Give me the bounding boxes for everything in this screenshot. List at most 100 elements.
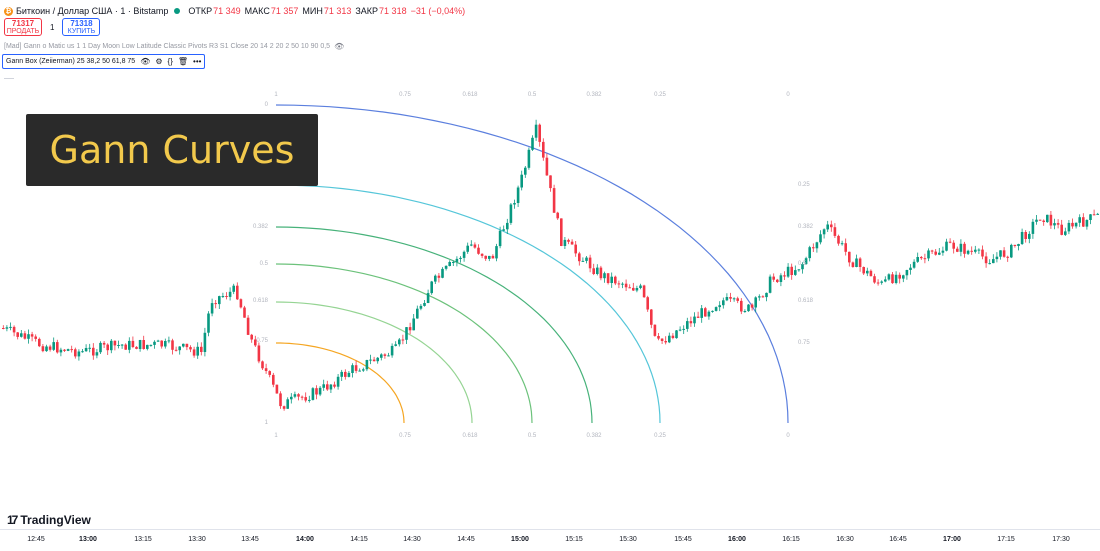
candle-body bbox=[48, 346, 52, 350]
bitcoin-icon: ₿ bbox=[4, 6, 13, 16]
time-tick: 12:45 bbox=[27, 536, 45, 543]
candle-body bbox=[866, 270, 869, 274]
eye-icon[interactable]: 👁 bbox=[334, 42, 345, 51]
candle-body bbox=[1085, 220, 1089, 227]
candle-body bbox=[5, 327, 9, 329]
candle-body bbox=[747, 304, 750, 312]
candle-body bbox=[696, 316, 700, 318]
buy-button[interactable]: 71318 КУПИТЬ bbox=[62, 18, 101, 36]
candle-body bbox=[833, 227, 837, 236]
candle-body bbox=[851, 262, 855, 267]
high-value: 71 357 bbox=[270, 6, 299, 16]
candle-body bbox=[718, 305, 721, 308]
candle-body bbox=[1053, 223, 1056, 226]
candle-body bbox=[257, 345, 261, 362]
candle-body bbox=[617, 283, 621, 285]
candle-body bbox=[315, 388, 318, 395]
candle-body bbox=[264, 368, 268, 371]
settings-icon[interactable]: ⚙ bbox=[155, 57, 163, 66]
candle-body bbox=[552, 188, 556, 213]
candle-body bbox=[52, 342, 55, 350]
candle-body bbox=[236, 285, 239, 300]
gann-right-label: 0.5 bbox=[798, 261, 807, 267]
candle-body bbox=[912, 261, 916, 268]
candle-body bbox=[1024, 232, 1027, 239]
candle-body bbox=[848, 251, 851, 263]
candle-body bbox=[927, 250, 930, 259]
price-chart[interactable]: 1 0.75 0.618 0.5 0.382 0.25 01 0.75 0.618 0.5 0.38… bbox=[0, 0, 1100, 530]
candle-body bbox=[880, 281, 883, 283]
candle-body bbox=[1006, 256, 1009, 258]
candle-body bbox=[56, 342, 59, 353]
candle-body bbox=[178, 346, 181, 351]
candle-body bbox=[167, 340, 171, 342]
candle-body bbox=[894, 274, 898, 283]
symbol-header: ₿ Биткоин / Доллар США · 1 · Bitstamp ОТ… bbox=[4, 3, 465, 19]
candle-body bbox=[970, 250, 973, 252]
candle-body bbox=[804, 258, 808, 265]
candle-body bbox=[905, 270, 909, 276]
candle-body bbox=[20, 333, 23, 337]
candle-body bbox=[808, 247, 811, 259]
gann-left-label: 1 bbox=[265, 420, 269, 426]
more-icon[interactable]: ••• bbox=[193, 57, 202, 66]
candle-body bbox=[498, 230, 502, 247]
candle-body bbox=[732, 298, 736, 300]
gann-top-label: 0.25 bbox=[654, 92, 666, 98]
open-label: ОТКР bbox=[188, 6, 213, 16]
candle-body bbox=[660, 338, 664, 341]
eye-icon[interactable]: 👁 bbox=[140, 57, 151, 66]
candle-body bbox=[855, 258, 858, 267]
candle-body bbox=[477, 247, 480, 254]
candle-body bbox=[624, 283, 628, 288]
sell-button[interactable]: 71317 ПРОДАТЬ bbox=[4, 18, 42, 36]
gann-bottom-label: 1 bbox=[274, 433, 278, 439]
candle-body bbox=[984, 256, 988, 264]
candle-body bbox=[797, 269, 801, 271]
candle-body bbox=[336, 376, 340, 387]
gann-right-label: 0.382 bbox=[798, 224, 814, 230]
gann-top-label: 0 bbox=[786, 92, 790, 98]
candle-body bbox=[1092, 214, 1096, 216]
candle-body bbox=[671, 335, 675, 338]
candle-body bbox=[974, 249, 977, 252]
candle-body bbox=[261, 361, 264, 369]
time-tick: 16:45 bbox=[889, 536, 907, 543]
sell-price: 71317 bbox=[11, 19, 35, 28]
source-code-icon[interactable]: {} bbox=[167, 57, 173, 66]
candle-body bbox=[45, 346, 48, 352]
tradingview-logo-text: TradingView bbox=[20, 513, 91, 527]
candle-body bbox=[646, 297, 649, 310]
candle-body bbox=[110, 340, 113, 351]
candle-body bbox=[128, 340, 131, 350]
candle-body bbox=[390, 345, 394, 356]
tradingview-logo[interactable]: 17 TradingView bbox=[7, 513, 91, 527]
candle-body bbox=[81, 351, 84, 353]
candle-body bbox=[322, 384, 325, 388]
time-tick: 13:00 bbox=[79, 536, 97, 543]
candle-body bbox=[182, 343, 185, 347]
candle-body bbox=[430, 281, 433, 294]
candle-body bbox=[563, 239, 567, 246]
symbol-title[interactable]: Биткоин / Доллар США · 1 · Bitstamp bbox=[16, 6, 169, 16]
candle-body bbox=[228, 291, 232, 297]
candle-body bbox=[387, 355, 390, 357]
candle-body bbox=[884, 279, 887, 282]
indicator-gann-box[interactable]: Gann Box (Zeiierman) 25 38,2 50 61,8 75 … bbox=[2, 54, 206, 69]
candle-body bbox=[142, 340, 145, 349]
time-tick: 16:15 bbox=[782, 536, 800, 543]
delete-icon[interactable]: 🗑 bbox=[177, 57, 189, 66]
candle-body bbox=[574, 244, 577, 254]
indicator-gann-o-matic[interactable]: [Mad] Gann o Matic us 1 1 Day Moon Low L… bbox=[4, 42, 344, 51]
candle-body bbox=[214, 303, 217, 305]
candle-body bbox=[858, 258, 862, 267]
gann-curve bbox=[275, 184, 661, 424]
collapse-indicators-handle[interactable] bbox=[4, 78, 14, 79]
indicator-gann-box-label: Gann Box (Zeiierman) 25 38,2 50 61,8 75 bbox=[6, 58, 136, 65]
candle-body bbox=[1017, 244, 1020, 246]
time-tick: 17:15 bbox=[997, 536, 1015, 543]
candle-body bbox=[480, 253, 484, 256]
time-axis[interactable]: 12:45 13:00 13:15 13:30 13:45 14:00 14:15 14:30… bbox=[0, 529, 1100, 551]
candle-body bbox=[221, 296, 225, 297]
gann-left-label: 0.618 bbox=[253, 298, 269, 304]
